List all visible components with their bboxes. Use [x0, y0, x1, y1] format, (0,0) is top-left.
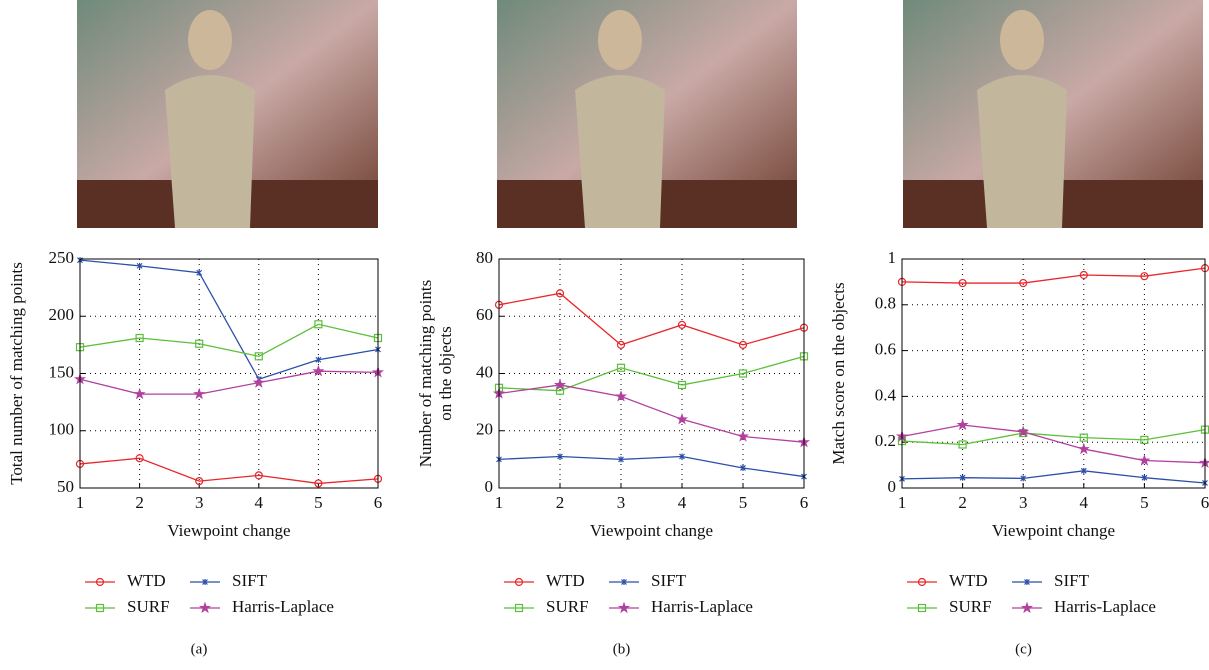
x-tick-label: 2	[556, 493, 565, 512]
marker	[1023, 604, 1032, 612]
x-tick-label: 4	[255, 493, 264, 512]
series-line	[80, 324, 378, 356]
marker	[255, 378, 264, 386]
x-tick-label: 6	[1201, 493, 1209, 512]
marker	[678, 415, 687, 423]
y-tick-label: 0.8	[875, 294, 896, 313]
series-line	[80, 458, 378, 483]
series-line	[902, 471, 1205, 483]
x-tick-label: 2	[958, 493, 967, 512]
photo	[497, 0, 797, 228]
y-axis-label: on the objects	[436, 326, 455, 420]
legend-label: SIFT	[651, 571, 687, 590]
x-tick-label: 5	[314, 493, 323, 512]
figure: 50100150200250123456WTDSIFTSURFHarris-La…	[0, 0, 1209, 665]
legend-label: WTD	[949, 571, 988, 590]
x-tick-label: 1	[495, 493, 504, 512]
page: {"chart_data": [ {"type": "line", "capti…	[0, 0, 1209, 670]
y-tick-label: 20	[476, 420, 493, 439]
legend-label: Harris-Laplace	[1054, 597, 1156, 616]
series-line	[499, 385, 804, 442]
y-tick-label: 0	[485, 477, 494, 496]
x-tick-label: 3	[617, 493, 626, 512]
x-tick-label: 4	[678, 493, 687, 512]
y-tick-label: 150	[49, 362, 75, 381]
y-tick-label: 1	[888, 248, 897, 267]
marker	[739, 432, 748, 440]
caption: (c)	[1015, 641, 1032, 657]
legend-label: WTD	[546, 571, 585, 590]
y-tick-label: 0.2	[875, 431, 896, 450]
legend-label: SURF	[127, 597, 170, 616]
y-tick-label: 0.6	[875, 340, 896, 359]
series-line	[80, 260, 378, 379]
x-axis-label: Viewpoint change	[590, 521, 713, 540]
y-tick-label: 60	[476, 305, 493, 324]
series-line	[80, 371, 378, 394]
legend-label: SIFT	[232, 571, 268, 590]
y-tick-label: 80	[476, 248, 493, 267]
x-tick-label: 5	[739, 493, 748, 512]
x-axis-label: Viewpoint change	[167, 521, 290, 540]
x-axis-label: Viewpoint change	[992, 521, 1115, 540]
plot-frame	[80, 259, 378, 488]
y-tick-label: 40	[476, 362, 493, 381]
legend-label: Harris-Laplace	[232, 597, 334, 616]
caption: (b)	[613, 641, 631, 657]
y-tick-label: 50	[57, 477, 74, 496]
photo	[903, 0, 1203, 228]
y-tick-label: 0	[888, 477, 897, 496]
y-axis-label: Match score on the objects	[829, 282, 848, 464]
photo	[77, 0, 378, 228]
x-tick-label: 6	[374, 493, 383, 512]
caption: (a)	[191, 641, 208, 657]
marker	[201, 604, 210, 612]
legend-label: SIFT	[1054, 571, 1090, 590]
x-tick-label: 5	[1140, 493, 1149, 512]
series-line	[499, 457, 804, 477]
x-tick-label: 4	[1080, 493, 1089, 512]
y-tick-label: 0.4	[875, 385, 897, 404]
y-tick-label: 200	[49, 305, 75, 324]
legend-label: SURF	[546, 597, 589, 616]
legend-label: SURF	[949, 597, 992, 616]
legend-label: WTD	[127, 571, 166, 590]
marker	[195, 390, 204, 398]
y-axis-label: Number of matching points	[416, 280, 435, 467]
x-tick-label: 6	[800, 493, 809, 512]
marker	[958, 421, 967, 429]
marker	[1140, 456, 1149, 464]
x-tick-label: 3	[1019, 493, 1028, 512]
plot-frame	[902, 259, 1205, 488]
series-line	[902, 268, 1205, 283]
marker	[620, 604, 629, 612]
series-line	[499, 293, 804, 345]
marker	[617, 392, 626, 400]
x-tick-label: 2	[135, 493, 144, 512]
y-axis-label: Total number of matching points	[7, 262, 26, 485]
x-tick-label: 1	[76, 493, 85, 512]
x-tick-label: 1	[898, 493, 907, 512]
marker	[135, 390, 144, 398]
marker	[1080, 445, 1089, 453]
y-tick-label: 100	[49, 420, 75, 439]
x-tick-label: 3	[195, 493, 204, 512]
y-tick-label: 250	[49, 248, 75, 267]
legend-label: Harris-Laplace	[651, 597, 753, 616]
